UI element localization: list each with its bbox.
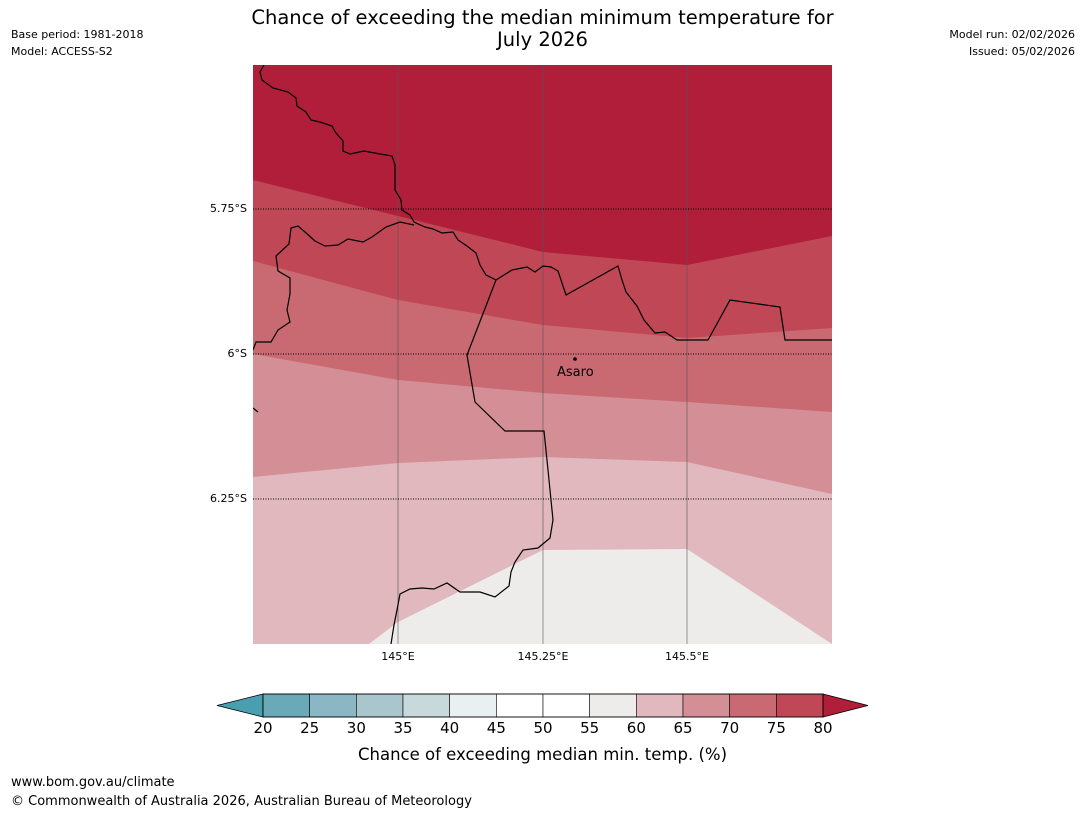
footer-url: www.bom.gov.au/climate bbox=[11, 775, 175, 790]
parallel-lines bbox=[253, 208, 832, 500]
colorbar-tick-label: 55 bbox=[580, 719, 600, 737]
colorbar-bin bbox=[356, 693, 404, 718]
colorbar-bin bbox=[682, 693, 730, 718]
issued-date: Issued: 05/02/2026 bbox=[968, 45, 1075, 58]
colorbar-tick-label: 25 bbox=[300, 719, 320, 737]
place-label-asaro: Asaro bbox=[557, 365, 594, 380]
colorbar-tick-label: 70 bbox=[720, 719, 740, 737]
colorbar-tick-label: 80 bbox=[813, 719, 833, 737]
colorbar-tick-label: 40 bbox=[440, 719, 460, 737]
model-name: Model: ACCESS-S2 bbox=[11, 45, 113, 58]
meta-right: Model run: 02/02/2026 Issued: 05/02/2026 bbox=[949, 26, 1075, 60]
colorbar-bin bbox=[449, 693, 497, 718]
colorbar-tick-label: 45 bbox=[486, 719, 506, 737]
colorbar-bin bbox=[776, 693, 824, 718]
lon-label-145-25e: 145.25°E bbox=[517, 650, 569, 663]
lat-label-6s: 6°S bbox=[227, 347, 247, 360]
provincial-boundaries bbox=[253, 65, 832, 644]
colorbar-bin bbox=[636, 693, 684, 718]
lat-label-5-75s: 5.75°S bbox=[210, 202, 247, 215]
colorbar-label: Chance of exceeding median min. temp. (%… bbox=[357, 745, 728, 764]
colorbar-tick-label: 65 bbox=[673, 719, 693, 737]
place-marker bbox=[573, 357, 577, 361]
colorbar-tick-label: 35 bbox=[393, 719, 413, 737]
base-period: Base period: 1981-2018 bbox=[11, 28, 144, 41]
colorbar-bins bbox=[262, 693, 824, 718]
colorbar-bin bbox=[262, 693, 310, 718]
colorbar-tick-label: 30 bbox=[346, 719, 366, 737]
colorbar-bin bbox=[496, 693, 544, 718]
colorbar-tick-label: 75 bbox=[766, 719, 786, 737]
title-line-1: Chance of exceeding the median minimum t… bbox=[251, 6, 834, 29]
colorbar-tick-label: 20 bbox=[253, 719, 273, 737]
chart-title: Chance of exceeding the median minimum t… bbox=[0, 7, 1085, 51]
colorbar-extend-low bbox=[216, 693, 264, 718]
footer-copyright: © Commonwealth of Australia 2026, Austra… bbox=[11, 794, 472, 809]
lat-label-6-25s: 6.25°S bbox=[210, 492, 247, 505]
title-line-2: July 2026 bbox=[497, 28, 588, 51]
model-run: Model run: 02/02/2026 bbox=[949, 28, 1075, 41]
colorbar-bin bbox=[589, 693, 637, 718]
colorbar bbox=[216, 693, 869, 718]
colorbar-bin bbox=[542, 693, 590, 718]
lon-label-145-5e: 145.5°E bbox=[665, 650, 709, 663]
colorbar-bin bbox=[729, 693, 777, 718]
colorbar-tick-label: 60 bbox=[626, 719, 646, 737]
colorbar-outline bbox=[262, 693, 824, 718]
meta-left: Base period: 1981-2018 Model: ACCESS-S2 bbox=[11, 26, 143, 60]
colorbar-bin bbox=[309, 693, 357, 718]
colorbar-bin bbox=[402, 693, 450, 718]
region-55-60 bbox=[369, 549, 832, 644]
colorbar-tick-label: 50 bbox=[533, 719, 553, 737]
colorbar-extend-high bbox=[822, 693, 869, 718]
lon-label-145e: 145°E bbox=[381, 650, 415, 663]
